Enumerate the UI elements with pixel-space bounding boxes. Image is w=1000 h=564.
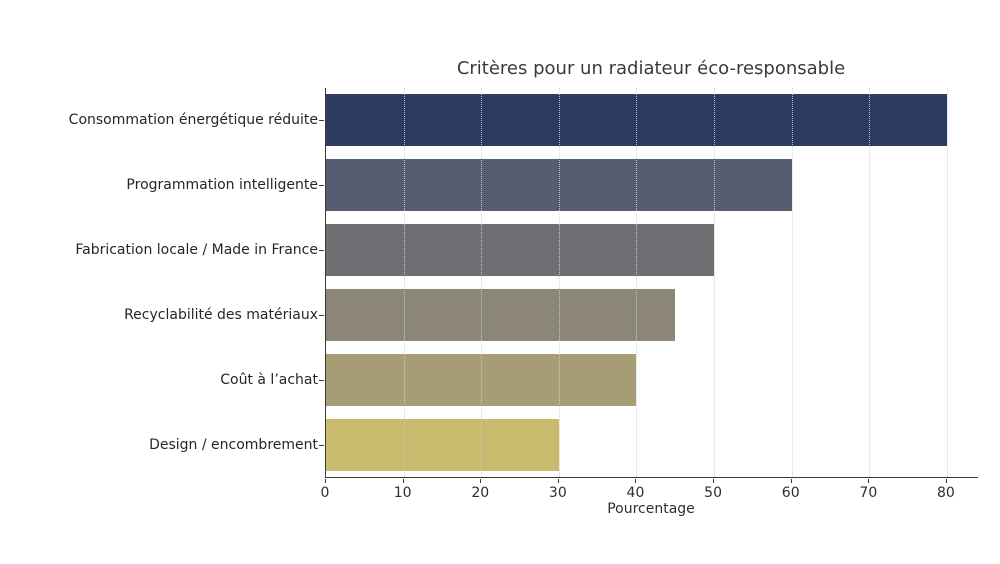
x-tick-label: 70	[859, 485, 878, 501]
bar-4	[326, 288, 676, 341]
gridline-x-30	[558, 88, 560, 477]
bar-6	[326, 418, 559, 471]
gridline-x-60	[791, 88, 793, 477]
x-tick-label: 10	[393, 485, 412, 501]
x-tick-mark	[790, 478, 792, 483]
y-tick-mark	[319, 120, 324, 122]
bar-row	[326, 353, 978, 406]
x-tick-mark	[635, 478, 637, 483]
y-tick-mark	[319, 444, 324, 446]
x-tick-label: 30	[548, 485, 567, 501]
x-tick-mark	[480, 478, 482, 483]
x-tick-label: 80	[937, 485, 955, 501]
y-tick-mark	[319, 250, 324, 252]
gridline-x-80	[946, 88, 948, 477]
y-tick-label: Fabrication locale / Made in France	[75, 242, 318, 259]
bar-row	[326, 418, 978, 471]
x-tick-label: 0	[320, 485, 330, 501]
gridline-x-10	[403, 88, 405, 477]
x-tick-label: 20	[471, 485, 490, 501]
plot-area	[325, 88, 978, 478]
y-tick-label: Consommation énergétique réduite	[68, 112, 318, 129]
x-tick-mark	[402, 478, 404, 483]
x-tick-mark	[325, 478, 326, 483]
gridline-x-20	[481, 88, 483, 477]
y-tick-label: Design / encombrement	[149, 436, 318, 453]
bar-3	[326, 224, 715, 276]
x-tick-label: 60	[781, 485, 800, 501]
x-tick-label: 40	[626, 485, 645, 501]
x-tick-label: 50	[704, 485, 722, 501]
bar-row	[326, 94, 978, 147]
chart-title: Critères pour un radiateur éco-responsab…	[456, 58, 846, 79]
gridline-x-50	[714, 88, 716, 477]
x-tick-mark	[945, 478, 947, 483]
bar-row	[326, 224, 978, 276]
gridline-x-70	[869, 88, 871, 477]
bar-row	[326, 159, 978, 212]
x-tick-mark	[713, 478, 715, 483]
y-tick-mark	[319, 379, 324, 381]
y-tick-mark	[319, 314, 324, 316]
y-tick-label: Programmation intelligente	[126, 177, 318, 194]
y-tick-label: Recyclabilité des matériaux	[124, 306, 318, 323]
x-tick-mark	[557, 478, 559, 483]
x-tick-mark	[868, 478, 870, 483]
bar-row	[326, 288, 978, 341]
gridline-x-40	[636, 88, 638, 477]
y-tick-label: Coût à l’achat	[220, 371, 318, 388]
y-tick-mark	[319, 185, 324, 187]
x-axis-title: Pourcentage	[607, 501, 695, 517]
